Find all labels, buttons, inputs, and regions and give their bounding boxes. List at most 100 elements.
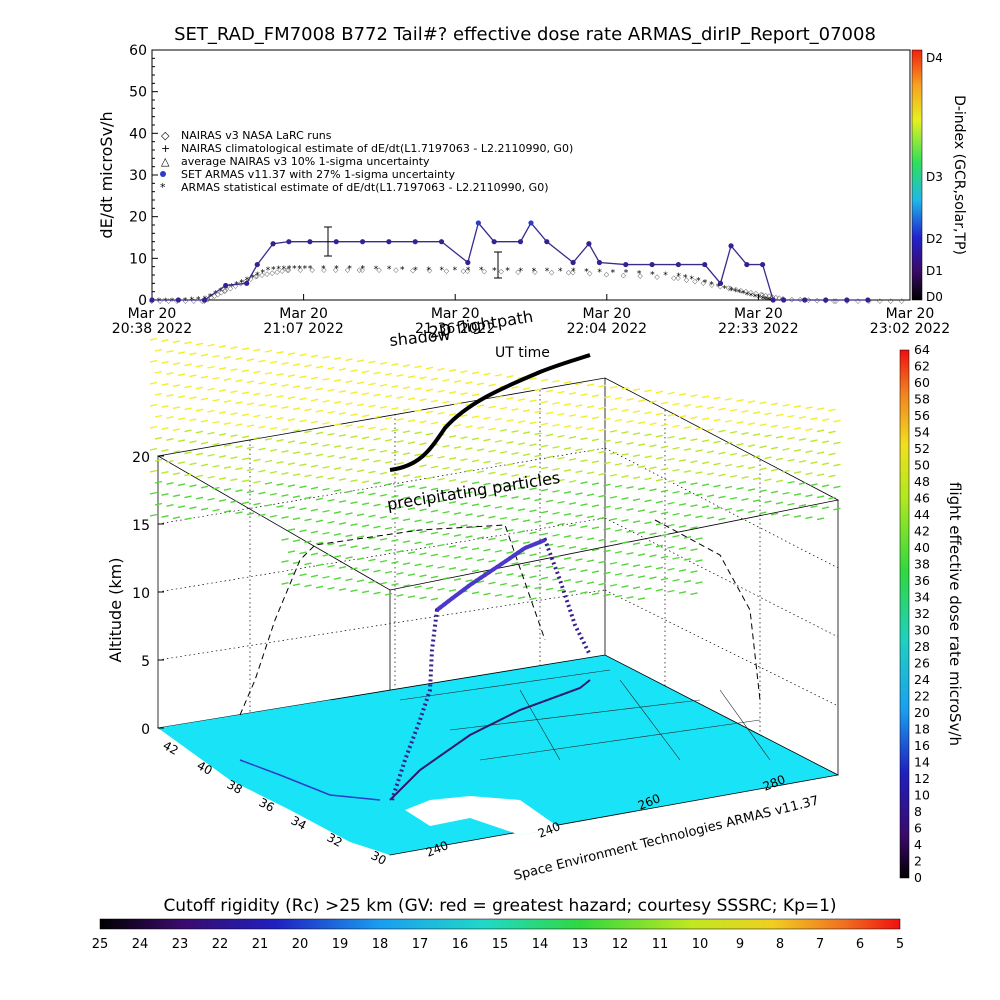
- particle-mark: [414, 365, 422, 369]
- particle-mark: [701, 505, 710, 509]
- set-armas-point: [286, 239, 292, 245]
- particle-mark: [529, 487, 537, 491]
- particle-mark: [189, 440, 197, 444]
- particle-mark: [287, 484, 296, 488]
- rc-tick-label: 16: [452, 937, 469, 952]
- particle-mark: [322, 377, 330, 381]
- particle-mark: [810, 417, 818, 421]
- dose-rate-colorbar: [899, 349, 910, 879]
- particle-mark: [649, 510, 657, 514]
- particle-mark: [465, 535, 473, 539]
- dose-rate-label: flight effective dose rate microSv/h: [946, 482, 964, 746]
- particle-mark: [304, 540, 312, 544]
- particle-mark: [315, 585, 324, 589]
- particle-mark: [511, 584, 519, 587]
- particle-mark: [327, 520, 335, 524]
- particle-mark: [269, 382, 278, 386]
- particle-mark: [195, 342, 204, 346]
- particle-mark: [534, 388, 542, 392]
- particle-mark: [736, 509, 744, 512]
- particle-mark: [471, 547, 480, 551]
- particle-mark: [506, 507, 514, 510]
- top-x-tick-date: Mar 20: [734, 306, 783, 322]
- particle-mark: [499, 406, 508, 410]
- particle-mark: [287, 352, 296, 356]
- particle-mark: [166, 350, 174, 353]
- particle-mark: [747, 422, 756, 426]
- armas-statistical-point: *: [597, 268, 602, 278]
- particle-mark: [805, 516, 813, 520]
- particle-mark: [258, 381, 266, 385]
- particle-mark: [287, 440, 296, 444]
- particle-mark: [782, 491, 790, 495]
- particle-mark: [269, 360, 278, 364]
- particle-mark: [821, 506, 830, 510]
- particle-mark: [706, 406, 715, 410]
- particle-mark: [361, 546, 370, 550]
- particle-mark: [425, 520, 434, 524]
- particle-mark: [511, 386, 519, 389]
- particle-mark: [253, 502, 261, 506]
- particle-mark: [488, 383, 496, 387]
- particle-mark: [626, 552, 634, 555]
- particle-mark: [223, 444, 232, 447]
- particle-mark: [338, 544, 347, 547]
- particle-mark: [448, 391, 457, 394]
- particle-mark: [396, 418, 404, 421]
- particle-mark: [649, 422, 657, 426]
- particle-mark: [563, 469, 572, 472]
- nairas-point: ◇: [212, 292, 218, 300]
- particle-mark: [695, 515, 703, 519]
- armas-statistical-point: *: [757, 294, 762, 304]
- particle-mark: [833, 419, 841, 423]
- particle-mark: [764, 456, 772, 460]
- particle-mark: [430, 399, 439, 403]
- particle-mark: [207, 497, 215, 501]
- particle-mark: [345, 402, 353, 406]
- particle-mark: [207, 431, 215, 435]
- armas-statistical-point: *: [761, 295, 766, 305]
- particle-mark: [223, 356, 232, 359]
- armas-statistical-point: *: [361, 265, 366, 275]
- particle-mark: [407, 397, 416, 401]
- particle-mark: [379, 383, 388, 387]
- particle-mark: [764, 500, 772, 504]
- particle-mark: [695, 449, 703, 453]
- legend-symbol-star-icon: *: [160, 181, 166, 194]
- particle-mark: [453, 534, 462, 537]
- particle-mark: [299, 529, 307, 533]
- top-y-tick-label: 50: [129, 85, 147, 101]
- nairas-point: ◇: [410, 266, 416, 274]
- particle-mark: [568, 546, 577, 549]
- particle-mark: [598, 450, 606, 454]
- particle-mark: [350, 567, 358, 571]
- particle-mark: [453, 556, 462, 559]
- particle-mark: [621, 453, 629, 456]
- particle-mark: [695, 559, 703, 563]
- particle-mark: [683, 426, 692, 429]
- particle-mark: [529, 597, 537, 601]
- nairas-point: ◇: [789, 295, 795, 303]
- particle-mark: [506, 551, 514, 554]
- particle-mark: [391, 539, 399, 542]
- top-x-tick-time: 23:02 2022: [870, 321, 950, 337]
- particle-mark: [506, 441, 514, 444]
- particle-mark: [690, 526, 698, 530]
- particle-mark: [563, 447, 572, 450]
- rc-tick-label: 12: [612, 937, 629, 952]
- nairas-point: ◇: [692, 277, 698, 285]
- altitude-axis: 0 5 10 15 20: [132, 450, 164, 738]
- particle-mark: [683, 536, 692, 539]
- particle-mark: [529, 421, 537, 425]
- particle-mark: [281, 406, 289, 409]
- particle-mark: [683, 404, 692, 407]
- cutoff-rigidity-colorbar-ticks: 25 24 23 22 21 20 19 18 17 16 15 14 13 12 11 10 9 8 7 6 5: [92, 937, 904, 952]
- particle-mark: [184, 473, 192, 477]
- altitude-tick-label: 15: [132, 518, 150, 534]
- rc-tick-label: 20: [292, 937, 309, 952]
- nairas-point: ◇: [621, 271, 627, 279]
- particle-mark: [322, 399, 330, 403]
- particle-mark: [230, 346, 238, 350]
- particle-mark: [361, 502, 370, 506]
